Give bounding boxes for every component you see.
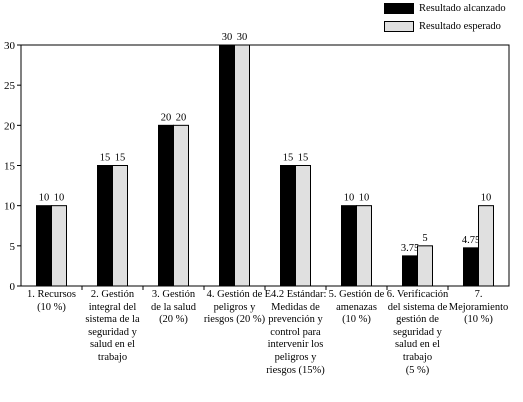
bar-alcanzado [280, 165, 296, 287]
data-label-alcanzado: 30 [222, 32, 233, 43]
data-label-alcanzado: 10 [344, 193, 355, 204]
y-tick-label: 15 [4, 161, 16, 173]
bar-esperado [478, 205, 494, 287]
data-label-alcanzado: 4.75 [462, 235, 480, 246]
bar-esperado [112, 165, 128, 287]
legend-swatch-esperado [384, 21, 414, 32]
bar-alcanzado [219, 44, 235, 287]
y-tick-label: 25 [4, 80, 16, 92]
legend-item-esperado: Resultado esperado [384, 18, 523, 35]
data-label-esperado: 15 [298, 153, 309, 164]
legend-label-alcanzado: Resultado alcanzado [419, 3, 506, 14]
bar-alcanzado [158, 124, 174, 287]
data-label-alcanzado: 15 [100, 153, 111, 164]
y-tick-label: 0 [10, 281, 16, 293]
bar-esperado [51, 205, 67, 287]
legend: Resultado alcanzado Resultado esperado [384, 0, 523, 36]
x-category-label: E4.2 Estándar: Medidas de prevención y c… [264, 289, 327, 376]
data-label-alcanzado: 10 [39, 193, 50, 204]
data-label-alcanzado: 20 [161, 112, 172, 123]
data-label-esperado: 5 [422, 233, 427, 244]
bar-alcanzado [97, 165, 113, 287]
y-tick-label: 10 [4, 201, 16, 213]
bar-esperado [173, 124, 189, 287]
x-category-label: 7. Mejoramiento (10 %) [448, 289, 509, 326]
data-label-alcanzado: 3.75 [401, 243, 419, 254]
bar-alcanzado [463, 247, 479, 287]
data-label-esperado: 10 [54, 193, 65, 204]
x-category-label: 2. Gestión integral del sistema de la se… [85, 289, 140, 363]
x-category-label: 6. Verificación del sistema de gestión d… [386, 289, 449, 376]
data-label-esperado: 30 [237, 32, 248, 43]
bar-alcanzado [341, 205, 357, 287]
data-label-esperado: 10 [481, 193, 492, 204]
legend-label-esperado: Resultado esperado [419, 21, 501, 32]
bar-alcanzado [36, 205, 52, 287]
legend-swatch-alcanzado [384, 3, 414, 14]
data-label-esperado: 10 [359, 193, 370, 204]
bar-esperado [417, 245, 433, 287]
y-tick-label: 30 [4, 40, 16, 52]
plot-frame [20, 44, 510, 287]
y-tick-label: 20 [4, 120, 16, 132]
bar-alcanzado [402, 255, 418, 287]
x-category-label: 1. Recursos (10 %) [27, 289, 76, 313]
bar-esperado [234, 44, 250, 287]
legend-item-alcanzado: Resultado alcanzado [384, 0, 523, 17]
y-tick-label: 5 [10, 241, 16, 253]
data-label-esperado: 15 [115, 153, 126, 164]
data-label-esperado: 20 [176, 112, 187, 123]
data-label-alcanzado: 15 [283, 153, 294, 164]
x-category-label: 4. Gestión de peligros y riesgos (20 %) [203, 289, 266, 326]
bar-esperado [356, 205, 372, 287]
bar-esperado [295, 165, 311, 287]
x-category-label: 5. Gestión de amenazas (10 %) [328, 289, 385, 326]
x-category-label: 3. Gestión de la salud (20 %) [151, 289, 196, 326]
